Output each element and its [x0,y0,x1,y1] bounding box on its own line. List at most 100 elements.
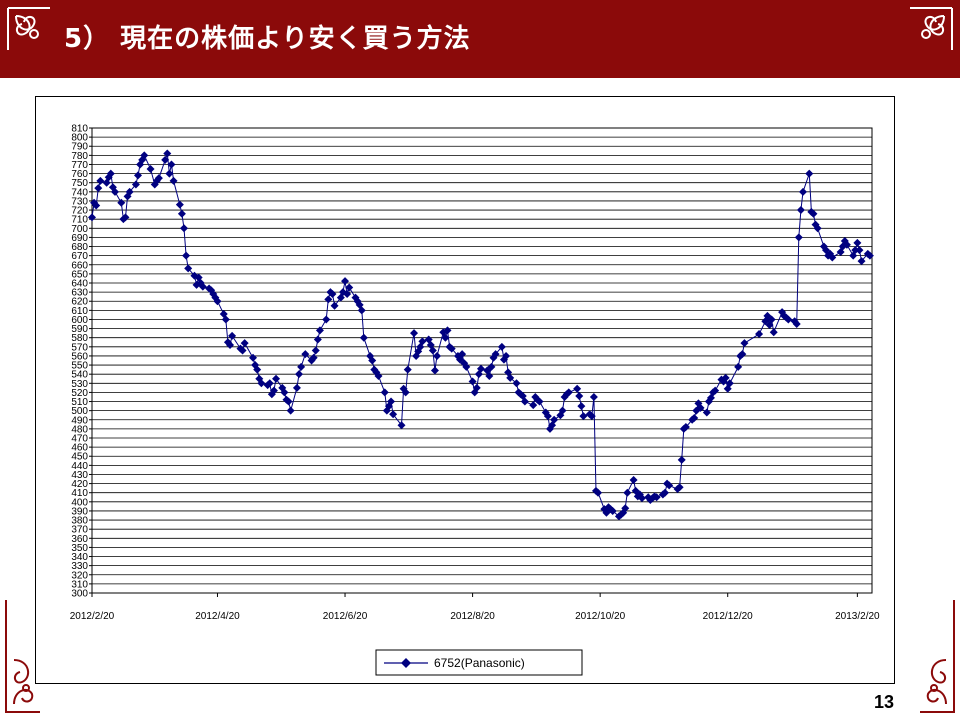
data-point [792,320,801,329]
corner-ornament-icon [5,600,40,713]
data-point [180,224,189,233]
y-tick-label: 370 [71,525,88,536]
data-point [579,412,588,421]
data-point [412,351,421,360]
data-point [278,383,287,392]
data-point [677,455,686,464]
y-tick-label: 670 [71,251,88,262]
y-tick-label: 470 [71,434,88,445]
data-point [389,410,398,419]
data-point [675,483,684,492]
y-tick-label: 330 [71,561,88,572]
data-point [487,362,496,371]
data-point [564,388,573,397]
data-point [221,315,230,324]
data-point [623,488,632,497]
y-tick-label: 510 [71,397,88,408]
y-tick-label: 380 [71,516,88,527]
data-point [755,330,764,339]
y-tick-label: 590 [71,324,88,335]
data-point [637,494,646,503]
y-tick-label: 660 [71,260,88,271]
stock-price-chart: 3003103203303403503603703803904004104204… [70,124,880,676]
data-point [286,406,295,415]
data-point [359,333,368,342]
data-point [238,346,247,355]
data-point [767,315,776,324]
y-tick-label: 310 [71,579,88,590]
data-point [594,488,603,497]
x-tick-label: 2013/2/20 [835,611,880,622]
data-point [790,317,799,326]
data-point [88,213,96,222]
data-point [121,213,130,222]
data-point [765,320,774,329]
y-tick-label: 360 [71,534,88,545]
data-point [213,297,222,306]
data-point [433,351,442,360]
data-point [608,506,617,515]
data-point [763,311,772,320]
data-point [146,165,155,174]
data-point [272,374,281,383]
y-tick-label: 440 [71,461,88,472]
data-point [665,481,674,490]
data-point [529,401,538,410]
data-point [512,379,521,388]
data-point [826,249,835,258]
y-tick-label: 630 [71,288,88,299]
y-tick-label: 580 [71,333,88,344]
plot-area-border [91,127,873,594]
y-tick-label: 340 [71,552,88,563]
data-point [106,169,115,178]
x-tick-label: 2012/6/20 [323,611,368,622]
data-point [468,377,477,386]
data-point [711,386,720,395]
y-tick-label: 450 [71,452,88,463]
corner-ornament-icon [7,7,50,50]
data-point [443,326,452,335]
data-point [284,397,293,406]
data-point [182,251,191,260]
data-point [418,337,427,346]
data-point [558,406,567,415]
data-point [297,362,306,371]
y-tick-label: 750 [71,178,88,189]
y-tick-label: 710 [71,215,88,226]
x-tick-label: 2012/4/20 [195,611,240,622]
slide-title: 5） 現在の株価より安く買う方法 [64,24,471,54]
legend-label: 6752(Panasonic) [434,656,525,670]
y-tick-label: 570 [71,342,88,353]
y-tick-label: 410 [71,488,88,499]
data-point [345,283,354,292]
data-point [458,350,467,359]
data-point [734,362,743,371]
y-tick-label: 740 [71,187,88,198]
data-point [341,277,350,286]
data-point [740,339,749,348]
data-point [865,251,874,260]
data-point [502,351,511,360]
data-point [587,412,596,421]
data-point [550,415,559,424]
data-point [441,333,450,342]
data-point [721,373,730,382]
y-tick-label: 530 [71,379,88,390]
data-point [853,238,862,247]
data-point [842,240,851,249]
y-tick-label: 690 [71,233,88,244]
data-point [690,413,699,422]
data-point [169,176,178,185]
data-point [629,475,638,484]
y-tick-label: 490 [71,415,88,426]
data-point [177,209,186,218]
page-number: 13 [873,692,894,712]
data-point [702,408,711,417]
data-point [111,187,120,196]
slide-header: 5） 現在の株価より安く買う方法 [0,0,960,78]
corner-ornament-icon [920,600,955,713]
y-tick-label: 390 [71,506,88,517]
data-point [255,374,264,383]
legend: 6752(Panasonic) [375,649,583,676]
data-point [343,289,352,298]
